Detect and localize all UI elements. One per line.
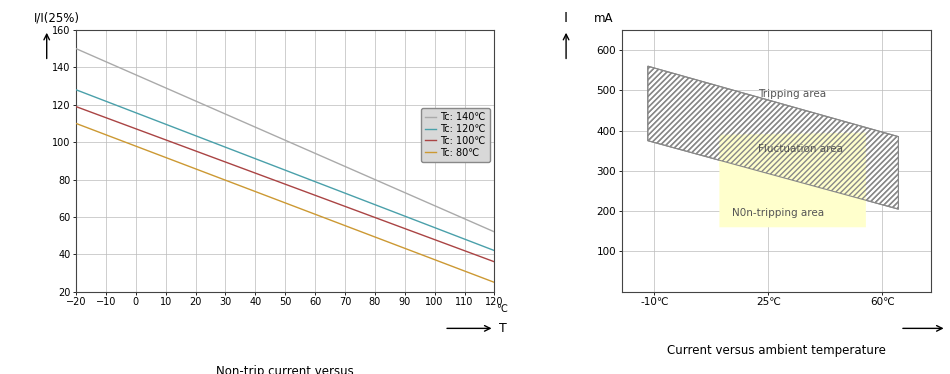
Text: Fluctuation area: Fluctuation area xyxy=(758,144,844,154)
Polygon shape xyxy=(648,66,899,209)
Text: N0n-tripping area: N0n-tripping area xyxy=(732,208,825,218)
Text: Current versus ambient temperature: Current versus ambient temperature xyxy=(667,344,885,357)
Text: ℃: ℃ xyxy=(496,304,506,314)
Text: Non-trip current versus
ambient temperature: Non-trip current versus ambient temperat… xyxy=(217,365,354,374)
Text: I/I(25%): I/I(25%) xyxy=(34,12,80,25)
Text: mA: mA xyxy=(594,12,614,25)
Text: I: I xyxy=(564,11,568,25)
Legend: Tc: 140℃, Tc: 120℃, Tc: 100℃, Tc: 80℃: Tc: 140℃, Tc: 120℃, Tc: 100℃, Tc: 80℃ xyxy=(421,108,489,162)
Polygon shape xyxy=(719,135,865,227)
Polygon shape xyxy=(719,133,865,183)
Text: Tripping area: Tripping area xyxy=(758,89,826,99)
Text: T: T xyxy=(499,322,506,335)
